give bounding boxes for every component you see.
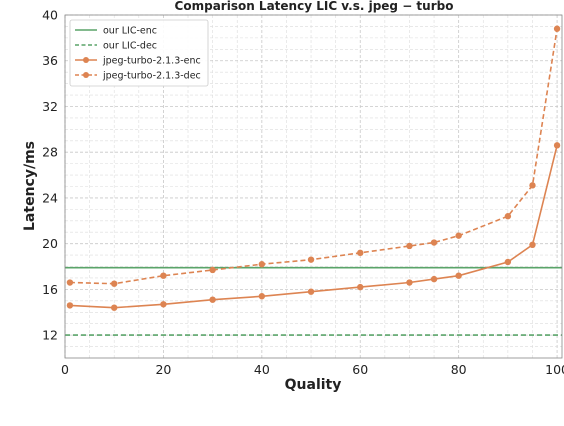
legend-label: our LIC-dec xyxy=(103,41,157,52)
data-point xyxy=(160,301,167,308)
x-tick-label: 60 xyxy=(352,362,368,377)
y-axis-label: Latency/ms xyxy=(22,141,38,231)
y-tick-labels: 12 16 20 24 28 32 36 40 xyxy=(42,8,58,343)
legend-box xyxy=(69,19,209,87)
y-tick-label: 24 xyxy=(42,190,58,205)
plot-frame xyxy=(64,14,563,359)
y-tick-label: 12 xyxy=(42,328,58,343)
data-point xyxy=(529,241,536,249)
data-point xyxy=(504,258,512,266)
legend-marker xyxy=(83,72,89,78)
legend-label: jpeg-turbo-2.1.3-dec xyxy=(102,71,201,82)
plot-lines xyxy=(65,25,562,336)
x-tick-label: 20 xyxy=(155,362,171,377)
data-point xyxy=(160,272,167,279)
data-point xyxy=(111,304,118,311)
data-point xyxy=(430,275,438,283)
data-point xyxy=(430,239,438,246)
x-tick-label: 0 xyxy=(61,362,69,377)
data-point xyxy=(529,182,536,189)
x-tick-label: 100 xyxy=(545,362,564,377)
data-point xyxy=(553,25,561,32)
data-point xyxy=(307,288,315,295)
legend: our LIC-enc our LIC-dec jpeg-turbo-2.1.3-e… xyxy=(69,19,209,87)
data-point xyxy=(111,280,118,287)
data-point xyxy=(406,242,413,250)
y-tick-label: 36 xyxy=(42,53,58,68)
x-tick-label: 40 xyxy=(254,362,270,377)
legend-label: jpeg-turbo-2.1.3-enc xyxy=(102,56,201,67)
x-tick-labels: 0 20 40 60 80 100 xyxy=(61,362,564,377)
data-point xyxy=(455,232,462,239)
chart-title: Comparison Latency LIC v.s. jpeg − turbo xyxy=(175,0,454,13)
data-point xyxy=(258,293,266,300)
y-tick-label: 20 xyxy=(42,236,58,251)
legend-marker xyxy=(83,57,89,63)
data-point xyxy=(307,256,315,263)
data-point xyxy=(406,279,413,286)
x-axis-label: Quality xyxy=(285,377,342,393)
data-point xyxy=(455,272,462,279)
data-point xyxy=(209,296,216,303)
y-tick-label: 32 xyxy=(42,99,58,114)
data-point xyxy=(209,266,216,274)
data-point xyxy=(357,283,364,291)
y-tick-label: 16 xyxy=(42,282,58,297)
data-point xyxy=(66,279,74,286)
legend-label: our LIC-enc xyxy=(103,26,157,37)
x-tick-label: 80 xyxy=(451,362,467,377)
y-tick-label: 40 xyxy=(42,8,58,23)
y-tick-label: 28 xyxy=(42,145,58,160)
data-point xyxy=(357,249,364,257)
data-point xyxy=(553,142,561,149)
data-point xyxy=(504,213,512,220)
data-point xyxy=(66,302,74,309)
data-point xyxy=(258,261,266,268)
